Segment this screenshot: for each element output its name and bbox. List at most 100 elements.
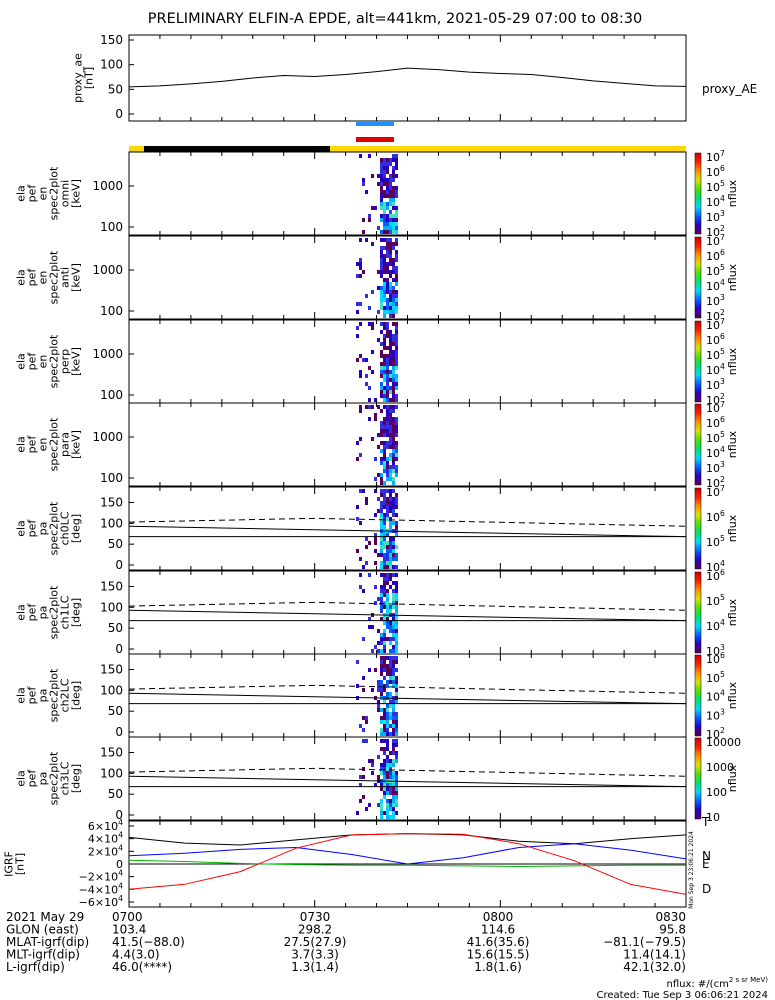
spectrogram-cell — [380, 266, 383, 270]
y-tick-label: 6×104 — [88, 818, 123, 833]
spectrogram-cell — [362, 565, 365, 569]
igrf-legend-E: E — [702, 857, 710, 871]
spectrogram-cell — [392, 513, 395, 517]
spectrogram-cell — [380, 489, 383, 493]
spectrogram-cell — [389, 378, 392, 382]
spectrogram-cell — [395, 374, 398, 378]
spectrogram-cell — [380, 461, 383, 465]
y-axis-label: pef — [26, 519, 39, 538]
spectrogram-cell — [371, 370, 374, 374]
spectrogram-cell — [389, 517, 392, 521]
spectrogram-cell — [395, 521, 398, 525]
spectrogram-cell — [380, 270, 383, 274]
spectrogram-cell — [395, 278, 398, 282]
spectrogram-cell — [383, 676, 386, 680]
spectrogram-cell — [395, 589, 398, 593]
y-axis-label: spec2plot — [48, 501, 61, 555]
spectrogram-cell — [359, 521, 362, 525]
spectrogram-cell — [389, 162, 392, 166]
spectrogram-cell — [383, 429, 386, 433]
spectrogram-cell — [359, 405, 362, 409]
spectrogram-cell — [371, 242, 374, 246]
spectrogram-cell — [395, 565, 398, 569]
spectrogram-cell — [389, 218, 392, 222]
spectrogram-cell — [359, 489, 362, 493]
y-axis-label: [keV] — [70, 263, 83, 292]
spectrogram-cell — [383, 724, 386, 728]
spectrogram-cell — [386, 589, 389, 593]
spectrogram-cell — [380, 206, 383, 210]
spectrogram-cell — [392, 521, 395, 525]
spectrogram-cell — [392, 557, 395, 561]
spectrogram-cell — [386, 724, 389, 728]
spectrogram-cell — [392, 775, 395, 779]
spectrogram-cell — [380, 493, 383, 497]
spectrogram-cell — [386, 190, 389, 194]
y-tick-label: 100 — [100, 220, 123, 234]
spectrogram-cell — [383, 314, 386, 318]
spectrogram-cell — [359, 557, 362, 561]
colorbar-label: nflux — [726, 263, 739, 291]
spectrogram-cell — [386, 218, 389, 222]
spectrogram-cell — [383, 629, 386, 633]
spectrogram-cell — [380, 274, 383, 278]
footer-value: 0800 — [483, 910, 514, 924]
spectrogram-cell — [392, 298, 395, 302]
spectrogram-cell — [356, 549, 359, 553]
spectrogram-cell — [356, 684, 359, 688]
spectrogram-cell — [392, 672, 395, 676]
spectrogram-cell — [362, 230, 365, 234]
spectrogram-cell — [389, 751, 392, 755]
spectrogram-cell — [386, 565, 389, 569]
footer-value: −81.1(−79.5) — [603, 935, 686, 949]
spectrogram-cell — [389, 473, 392, 477]
spectrogram-cell — [395, 668, 398, 672]
spectrogram-cell — [389, 549, 392, 553]
spectrogram-cell — [383, 708, 386, 712]
spectrogram-cell — [380, 290, 383, 294]
spectrogram-cell — [386, 366, 389, 370]
spectrogram-cell — [389, 334, 392, 338]
colorbar-label: nflux — [726, 347, 739, 375]
spectrogram-cell — [389, 158, 392, 162]
spectrogram-cell — [386, 549, 389, 553]
spectrogram-cell — [395, 680, 398, 684]
spectrogram-cell — [371, 763, 374, 767]
spectrogram-cell — [389, 350, 392, 354]
spectrogram-cell — [386, 386, 389, 390]
spectrogram-cell — [386, 668, 389, 672]
spectrogram-cell — [392, 676, 395, 680]
spectrogram-cell — [386, 206, 389, 210]
spectrogram-cell — [389, 565, 392, 569]
spectrogram-cell — [392, 501, 395, 505]
spectrogram-cell — [380, 747, 383, 751]
spectrogram-cell — [386, 445, 389, 449]
spectrogram-cell — [395, 310, 398, 314]
spectrogram-cell — [389, 441, 392, 445]
igrf-legend-D: D — [702, 882, 711, 896]
spectrogram-cell — [383, 338, 386, 342]
spectrogram-cell — [374, 561, 377, 565]
spectrogram-cell — [386, 656, 389, 660]
spectrogram-cell — [380, 158, 383, 162]
spectrogram-cell — [386, 230, 389, 234]
spectrogram-cell — [392, 174, 395, 178]
spectrogram-cell — [386, 441, 389, 445]
spectrogram-cell — [386, 473, 389, 477]
spectrogram-cell — [395, 206, 398, 210]
spectrogram-cell — [359, 322, 362, 326]
spectrogram-cell — [389, 425, 392, 429]
spectrogram-cell — [383, 649, 386, 653]
spectrogram-cell — [386, 186, 389, 190]
spectrogram-cell — [392, 629, 395, 633]
spectrogram-cell — [377, 775, 380, 779]
spectrogram-cell — [368, 803, 371, 807]
spectrogram-cell — [386, 505, 389, 509]
spectrogram-cell — [383, 210, 386, 214]
y-axis-label: ch3LC — [59, 761, 72, 795]
spectrogram-cell — [356, 505, 359, 509]
spectrogram-cell — [389, 815, 392, 819]
spectrogram-cell — [383, 362, 386, 366]
spectrogram-cell — [374, 477, 377, 481]
y-axis-label: ch2LC — [59, 678, 72, 712]
